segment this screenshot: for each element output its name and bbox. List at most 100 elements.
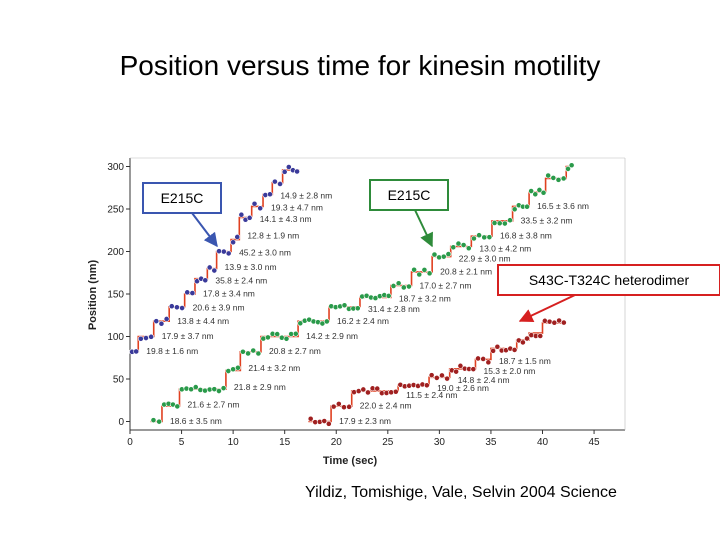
data-point xyxy=(216,388,222,394)
step-size-label: 21.6 ± 2.7 nm xyxy=(188,400,240,410)
data-point xyxy=(230,366,237,373)
annotation-layer: E215C E215C S43C-T324C heterodimer xyxy=(142,179,720,322)
data-point xyxy=(216,248,222,255)
step-size-label: 17.9 ± 3.7 nm xyxy=(162,331,214,341)
annotation-label: E215C xyxy=(388,187,431,203)
data-point xyxy=(192,384,199,391)
x-tick-label: 25 xyxy=(382,437,394,448)
y-tick-label: 250 xyxy=(107,205,124,216)
data-point xyxy=(189,290,196,296)
data-point xyxy=(255,350,262,357)
data-point xyxy=(565,165,571,172)
data-point xyxy=(528,188,535,194)
series-1 xyxy=(129,164,300,355)
data-point xyxy=(297,320,304,327)
annotation-arrow xyxy=(414,209,433,248)
citation: Yildiz, Tomishige, Vale, Selvin 2004 Sci… xyxy=(305,484,617,501)
data-point xyxy=(330,403,337,410)
data-point xyxy=(335,401,342,407)
y-tick-label: 300 xyxy=(107,162,124,173)
data-point xyxy=(341,404,347,411)
data-point xyxy=(428,372,435,379)
data-point xyxy=(341,302,348,309)
data-point xyxy=(238,211,245,218)
step-size-label: 21.4 ± 3.2 nm xyxy=(248,363,300,373)
data-point xyxy=(545,172,552,179)
data-point xyxy=(262,192,269,198)
data-point xyxy=(156,418,163,425)
data-point xyxy=(450,244,457,251)
x-tick-label: 30 xyxy=(434,437,446,448)
data-point xyxy=(540,189,547,196)
data-point xyxy=(245,350,251,357)
step-size-label: 22.9 ± 3.0 nm xyxy=(459,254,511,264)
data-point xyxy=(546,318,553,325)
data-point xyxy=(150,417,157,424)
data-point xyxy=(392,388,399,395)
data-point xyxy=(507,217,513,224)
step-size-label: 31.4 ± 2.8 nm xyxy=(368,304,420,314)
data-point xyxy=(321,418,328,424)
data-point xyxy=(251,200,258,207)
series-1-step-labels: 19.8 ± 1.6 nm 17.9 ± 3.7 nm 13.8 ± 4.4 nm 2… xyxy=(146,191,332,357)
data-point xyxy=(178,386,185,393)
step-size-label: 13.8 ± 4.4 nm xyxy=(177,316,229,326)
data-point xyxy=(158,320,165,327)
data-point xyxy=(453,368,460,375)
annotation-box xyxy=(497,264,720,296)
data-point xyxy=(455,240,462,247)
data-point xyxy=(374,385,381,392)
data-point xyxy=(360,386,367,393)
data-point xyxy=(524,335,530,342)
step-size-label: 22.0 ± 2.4 nm xyxy=(360,401,412,411)
data-point xyxy=(465,245,472,252)
data-point xyxy=(351,389,357,396)
data-point xyxy=(194,278,200,285)
data-point xyxy=(234,234,241,240)
step-label-layer: 19.8 ± 1.6 nm 17.9 ± 3.7 nm 13.8 ± 4.4 nm 2… xyxy=(146,191,589,426)
step-size-label: 20.8 ± 2.1 nm xyxy=(440,266,492,276)
data-point xyxy=(174,403,181,410)
step-size-label: 14.1 ± 4.3 nm xyxy=(260,214,312,224)
y-tick-label: 50 xyxy=(113,375,125,386)
data-point xyxy=(556,317,563,324)
data-point xyxy=(555,176,562,183)
data-point xyxy=(211,267,218,274)
step-size-label: 19.8 ± 1.6 nm xyxy=(146,346,198,356)
data-point xyxy=(346,403,353,410)
data-point xyxy=(325,420,332,427)
data-point xyxy=(385,293,392,299)
data-point xyxy=(294,168,300,175)
data-point xyxy=(431,251,438,258)
step-size-label: 17.8 ± 3.4 nm xyxy=(203,288,255,298)
data-point xyxy=(148,333,155,340)
data-point xyxy=(153,318,160,325)
data-point xyxy=(560,319,567,326)
step-size-label: 21.8 ± 2.9 nm xyxy=(234,382,286,392)
step-size-label: 16.5 ± 3.6 nm xyxy=(537,201,589,211)
data-point xyxy=(411,266,418,273)
step-size-label: 33.5 ± 3.2 nm xyxy=(521,216,573,226)
annotation-arrow xyxy=(518,294,576,322)
data-point xyxy=(568,162,575,169)
data-point xyxy=(480,356,487,362)
data-point xyxy=(532,191,539,198)
data-point xyxy=(426,270,433,277)
annotation-1: E215C xyxy=(142,182,222,248)
data-point xyxy=(179,305,185,311)
y-tick-label: 100 xyxy=(107,332,124,343)
step-size-label: 19.3 ± 4.7 nm xyxy=(271,203,323,213)
data-point xyxy=(307,415,314,422)
data-point xyxy=(395,280,402,287)
data-point xyxy=(250,347,257,354)
y-axis-label: Position (nm) xyxy=(87,260,99,331)
data-point xyxy=(197,387,204,393)
x-tick-label: 40 xyxy=(537,437,549,448)
step-size-label: 20.8 ± 2.7 nm xyxy=(269,346,321,356)
data-point xyxy=(501,220,508,227)
data-point xyxy=(235,364,241,371)
data-point xyxy=(423,382,430,389)
data-point xyxy=(354,305,361,312)
step-size-label: 12.8 ± 1.9 nm xyxy=(247,231,299,241)
x-tick-label: 20 xyxy=(331,437,343,448)
